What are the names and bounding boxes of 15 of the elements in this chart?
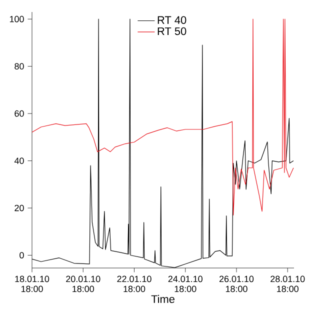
x-tick-label: 20.01.10 18:00 [66,276,100,292]
x-tick-label: 26.01.10 18:00 [219,276,254,292]
x-tick-label: 22.01.10 18:00 [117,276,152,292]
x-tick-label: 28.01.10 18:00 [270,276,305,292]
x-axis-title: Time [151,294,174,303]
legend-label: RT 50 [158,27,186,36]
y-tick-label: 80 [14,63,24,70]
y-tick-label: 100 [10,16,24,22]
x-tick-label: 18.01.10 18:00 [15,276,50,292]
y-tick-label: 40 [14,158,24,164]
legend-label: RT 40 [158,16,186,24]
y-tick-label: 60 [14,110,24,117]
y-tick-label: 0 [20,252,24,258]
y-tick-label: 20 [14,204,24,212]
x-tick-label: 24.01.10 18:00 [168,276,202,292]
